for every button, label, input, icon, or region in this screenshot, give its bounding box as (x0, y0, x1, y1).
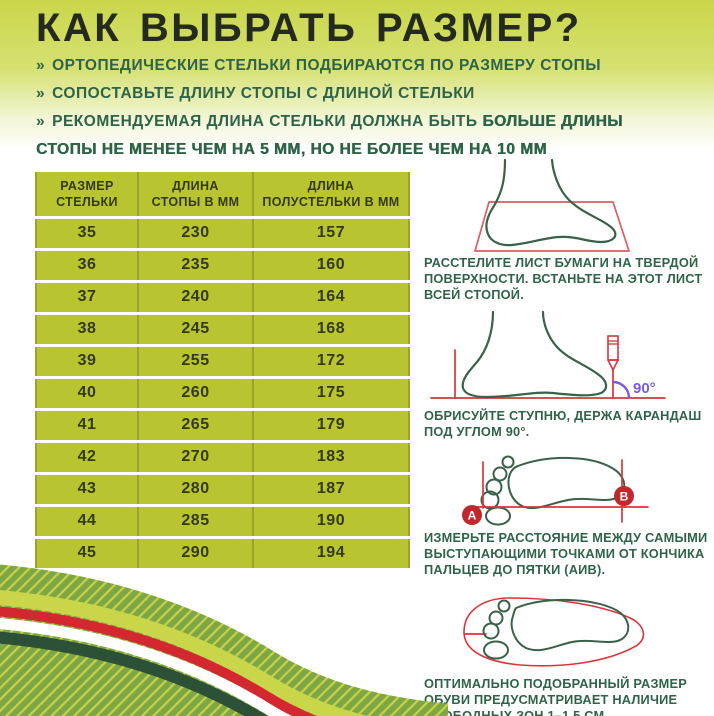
half-insole-cell: 172 (252, 343, 409, 377)
table-row: 45 290 194 (36, 535, 409, 568)
table-row: 35 230 157 (36, 215, 409, 249)
half-insole-cell: 190 (252, 503, 409, 537)
page-title: КАК ВЫБРАТЬ РАЗМЕР? (36, 6, 582, 50)
bullet-marker-icon: » (36, 57, 46, 74)
col-header-insole-size: РАЗМЕР СТЕЛЬКИ (56, 179, 118, 210)
foot-length-cell: 265 (137, 407, 253, 441)
table-row: 37 240 164 (36, 279, 409, 313)
half-insole-cell: 160 (252, 247, 409, 281)
bullet-text-emphasis: БОЛЬШЕ ДЛИНЫ СТОПЫ НЕ МЕНЕЕ ЧЕМ НА 5 ММ,… (36, 113, 623, 158)
table-row: 41 265 179 (36, 407, 409, 441)
bullet-marker-icon: » (36, 85, 46, 102)
step-caption-3: ИЗМЕРЬТЕ РАССТОЯНИЕ МЕЖДУ САМЫМИ ВЫСТУПА… (424, 530, 708, 577)
table-row: 43 280 187 (36, 471, 409, 505)
size-cell: 44 (36, 503, 138, 537)
svg-text:А: А (468, 509, 477, 523)
foot-length-cell: 235 (137, 247, 253, 281)
step-caption-4: ОПТИМАЛЬНО ПОДОБРАННЫЙ РАЗМЕР ОБУВИ ПРЕД… (424, 676, 688, 716)
size-table-header: РАЗМЕР СТЕЛЬКИ ДЛИНА СТОПЫ В ММ ДЛИНА ПО… (36, 172, 409, 217)
half-insole-cell: 194 (252, 535, 409, 568)
size-cell: 42 (36, 439, 138, 473)
header-row: РАЗМЕР СТЕЛЬКИ ДЛИНА СТОПЫ В ММ ДЛИНА ПО… (36, 172, 409, 217)
step-caption-2: ОБРИСУЙТЕ СТУПНЮ, ДЕРЖА КАРАНДАШ ПОД УГЛ… (424, 408, 702, 439)
wave-band-dark-green (0, 631, 268, 716)
half-insole-cell: 164 (252, 279, 409, 313)
trace-foot-pencil-illustration: 90° (430, 310, 666, 399)
wave-band-white (0, 618, 292, 716)
foot-length-cell: 270 (137, 439, 253, 473)
marker-a: А (462, 505, 482, 525)
table-row: 36 235 160 (36, 247, 409, 281)
foot-length-cell: 285 (137, 503, 253, 537)
wave-band-bright-green (0, 590, 368, 716)
col-header-foot-length: ДЛИНА СТОПЫ В ММ (137, 172, 253, 217)
half-insole-cell: 179 (252, 407, 409, 441)
angle-arc (612, 380, 631, 399)
wave-band-red (0, 606, 317, 716)
bullet-text: РЕКОМЕНДУЕМАЯ ДЛИНА СТЕЛЬКИ ДОЛЖНА БЫТЬ (52, 113, 483, 130)
intro-bullets: » ОРТОПЕДИЧЕСКИЕ СТЕЛЬКИ ПОДБИРАЮТСЯ ПО Р… (36, 52, 628, 164)
decorative-waves (0, 564, 448, 716)
size-table: РАЗМЕР СТЕЛЬКИ ДЛИНА СТОПЫ В ММ ДЛИНА ПО… (35, 172, 410, 568)
table-row: 42 270 183 (36, 439, 409, 473)
table-row: 38 245 168 (36, 311, 409, 345)
measure-footprint-illustration: А В (462, 455, 649, 526)
table-row: 44 285 190 (36, 503, 409, 537)
bullet-item: » СОПОСТАВЬТЕ ДЛИНУ СТОПЫ С ДЛИНОЙ СТЕЛЬК… (36, 80, 628, 108)
foot-length-cell: 240 (137, 279, 253, 313)
size-cell: 38 (36, 311, 138, 345)
size-cell: 45 (36, 535, 138, 568)
foot-length-cell: 245 (137, 311, 253, 345)
half-insole-cell: 157 (252, 215, 409, 249)
table-row: 40 260 175 (36, 375, 409, 409)
half-insole-cell: 187 (252, 471, 409, 505)
bullet-text: ОРТОПЕДИЧЕСКИЕ СТЕЛЬКИ ПОДБИРАЮТСЯ ПО РА… (52, 57, 601, 74)
foot-length-cell: 280 (137, 471, 253, 505)
size-cell: 43 (36, 471, 138, 505)
footprint-outline (482, 598, 630, 660)
size-cell: 35 (36, 215, 138, 249)
footprint-in-insole-illustration (463, 597, 645, 667)
bullet-item: » ОРТОПЕДИЧЕСКИЕ СТЕЛЬКИ ПОДБИРАЮТСЯ ПО Р… (36, 52, 628, 80)
wave-band-striped-top (0, 564, 448, 716)
marker-b: В (614, 486, 634, 506)
half-insole-cell: 175 (252, 375, 409, 409)
insole-outline (463, 597, 645, 667)
half-insole-cell: 183 (252, 439, 409, 473)
footprint-outline (480, 455, 626, 526)
size-cell: 41 (36, 407, 138, 441)
angle-label: 90° (633, 380, 656, 397)
foot-on-paper-illustration (474, 158, 630, 252)
foot-length-cell: 255 (137, 343, 253, 377)
foot-length-cell: 290 (137, 535, 253, 568)
col-header-half-insole-length: ДЛИНА ПОЛУСТЕЛЬКИ В ММ (252, 172, 409, 217)
half-insole-cell: 168 (252, 311, 409, 345)
foot-length-cell: 260 (137, 375, 253, 409)
header-gradient (0, 0, 714, 150)
size-cell: 39 (36, 343, 138, 377)
size-cell: 40 (36, 375, 138, 409)
foot-outline (485, 158, 617, 247)
foot-profile-outline (461, 310, 608, 399)
bullet-text: СОПОСТАВЬТЕ ДЛИНУ СТОПЫ С ДЛИНОЙ СТЕЛЬКИ (52, 85, 475, 102)
size-cell: 36 (36, 247, 138, 281)
size-cell: 37 (36, 279, 138, 313)
bullet-marker-icon: » (36, 113, 46, 130)
pencil-icon (607, 335, 619, 371)
foot-length-cell: 230 (137, 215, 253, 249)
bullet-item: » РЕКОМЕНДУЕМАЯ ДЛИНА СТЕЛЬКИ ДОЛЖНА БЫТЬ… (36, 108, 628, 164)
svg-text:В: В (620, 490, 629, 504)
table-row: 39 255 172 (36, 343, 409, 377)
step-caption-1: РАССТЕЛИТЕ ЛИСТ БУМАГИ НА ТВЕРДОЙ ПОВЕРХ… (424, 255, 703, 302)
